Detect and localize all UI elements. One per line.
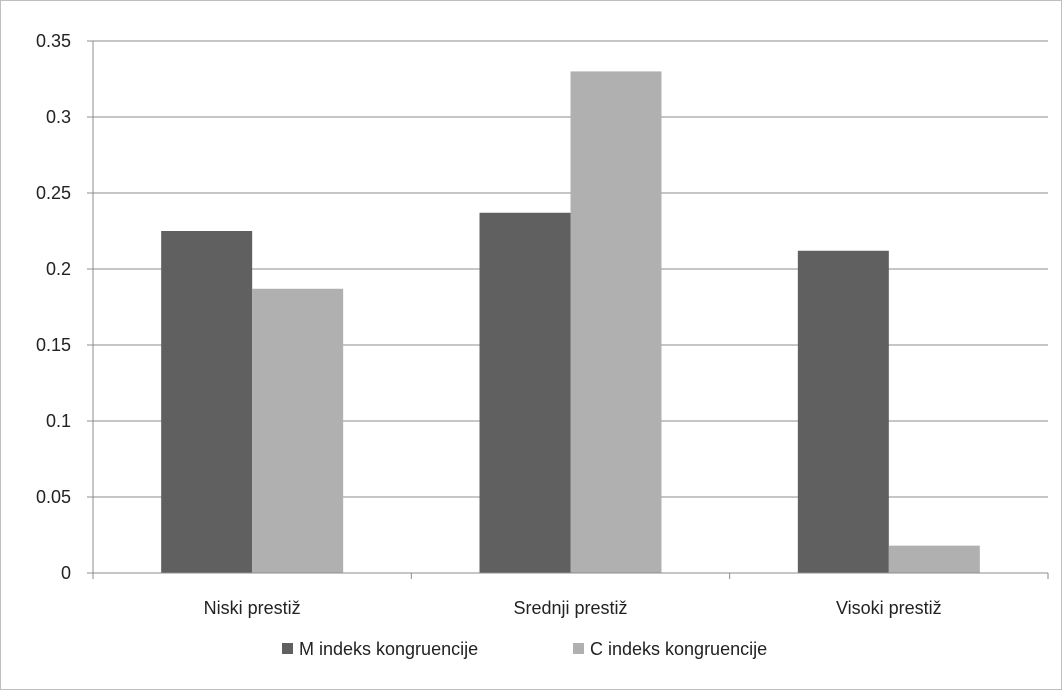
y-tick-label: 0 bbox=[61, 563, 71, 583]
legend-label: M indeks kongruencije bbox=[299, 639, 478, 659]
bars bbox=[161, 71, 980, 574]
legend: M indeks kongruencije C indeks kongruenci… bbox=[282, 639, 767, 659]
legend-label: C indeks kongruencije bbox=[590, 639, 767, 659]
bar-m-1 bbox=[479, 212, 571, 573]
y-tick-label: 0.05 bbox=[36, 487, 71, 507]
bar-m-2 bbox=[797, 250, 889, 573]
y-tick-label: 0.15 bbox=[36, 335, 71, 355]
bar-c-0 bbox=[252, 288, 344, 573]
legend-swatch bbox=[573, 643, 584, 654]
y-tick-label: 0.25 bbox=[36, 183, 71, 203]
bar-c-1 bbox=[570, 71, 662, 574]
legend-swatch bbox=[282, 643, 293, 654]
x-tick-label: Visoki prestiž bbox=[836, 598, 942, 618]
bar-c-2 bbox=[888, 545, 980, 573]
y-tick-label: 0.1 bbox=[46, 411, 71, 431]
axes: 0 0.05 0.1 0.15 0.2 0.25 0.3 0.35 Niski prestiž S… bbox=[36, 31, 1049, 618]
y-tick-label: 0.3 bbox=[46, 107, 71, 127]
y-tick-label: 0.35 bbox=[36, 31, 71, 51]
bar-m-0 bbox=[161, 231, 253, 573]
x-tick-label: Srednji prestiž bbox=[513, 598, 627, 618]
x-tick-label: Niski prestiž bbox=[204, 598, 301, 618]
y-tick-label: 0.2 bbox=[46, 259, 71, 279]
